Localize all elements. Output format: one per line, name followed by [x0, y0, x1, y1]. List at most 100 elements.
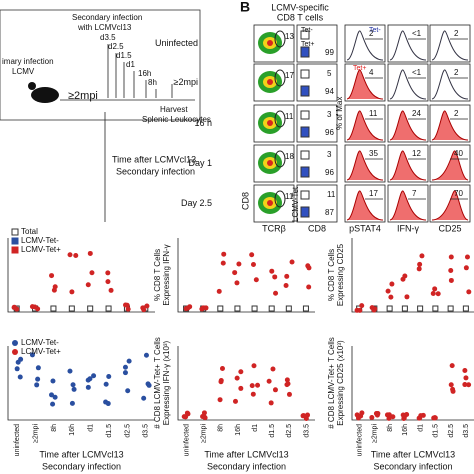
dot [85, 282, 91, 288]
label: d1.5 [269, 424, 276, 438]
label: pSTAT4 [349, 223, 381, 233]
label: ≥2mpi [68, 90, 98, 102]
label: 8h [148, 78, 157, 87]
dot [50, 401, 56, 407]
dot [126, 358, 132, 364]
dot [300, 413, 306, 419]
dot [250, 391, 256, 397]
dot [374, 412, 380, 418]
label: TCRβ [262, 223, 286, 233]
label: LCMV-Tet- [21, 236, 59, 245]
label: 16h [402, 424, 409, 436]
dot [402, 273, 408, 279]
dot [306, 265, 312, 271]
label: IFN-γ [397, 223, 419, 233]
dot [462, 305, 469, 312]
label: Time after LCMVcl13 [371, 449, 455, 459]
label: Day 2.5 [181, 198, 212, 208]
dot [369, 415, 375, 421]
dot [73, 253, 79, 259]
dot [447, 305, 454, 312]
dot [238, 369, 244, 375]
histogram [389, 190, 427, 221]
label: <1 [412, 29, 422, 38]
density [267, 160, 273, 166]
label: 2 [454, 29, 459, 38]
label: 96 [325, 128, 334, 137]
dot [89, 270, 95, 276]
dot [183, 306, 189, 312]
dot [417, 305, 424, 312]
label: ≥2mpi [174, 77, 198, 87]
gate [300, 190, 310, 200]
label: CD25 [438, 223, 461, 233]
dot [236, 261, 242, 267]
dot [67, 368, 73, 374]
label: CD8 [308, 223, 326, 233]
dot [419, 253, 425, 259]
label: 8h [218, 424, 225, 432]
label: Expressing CD25 [336, 243, 345, 306]
dot [52, 394, 58, 400]
dot [463, 265, 469, 271]
dot [234, 375, 240, 381]
dot [51, 287, 57, 293]
label: Secondary infection [207, 461, 286, 471]
label: d2.5 [124, 424, 131, 438]
gate [274, 110, 286, 128]
mouse-ear [28, 82, 36, 90]
label: 70 [454, 189, 463, 198]
dot [432, 286, 438, 292]
label: d1.5 [433, 424, 440, 438]
label: 17 [369, 189, 378, 198]
dot [284, 377, 290, 383]
label: % CD8 T Cells [327, 249, 336, 301]
dot [49, 392, 55, 398]
gate [300, 46, 310, 58]
dot [217, 397, 223, 403]
label: Uninfected [155, 38, 198, 48]
dot [144, 303, 150, 309]
label: d2.5 [448, 424, 455, 438]
label: LCMV-Tet- [21, 338, 59, 347]
dot [141, 395, 147, 401]
dot [125, 388, 131, 394]
dot [185, 411, 191, 417]
flow-plot [387, 24, 429, 63]
dot [357, 307, 363, 313]
label: Time after LCMVcl13 [39, 449, 123, 459]
dot [105, 270, 111, 276]
label: 16h [69, 424, 76, 436]
dot [103, 381, 109, 387]
dot [268, 400, 274, 406]
gate [274, 190, 286, 208]
dot [67, 252, 73, 258]
dot [306, 284, 312, 290]
label: Secondary infection [72, 13, 142, 22]
dot [234, 280, 240, 286]
dot [87, 250, 93, 256]
gate [300, 30, 310, 40]
dot [35, 376, 41, 382]
label: 99 [325, 48, 334, 57]
label: 16h [138, 69, 151, 78]
label: LCMV-Tet+ [21, 245, 61, 254]
label: d1 [126, 60, 135, 69]
dot [416, 266, 422, 272]
label: d1.5 [116, 51, 132, 60]
dot [270, 366, 276, 372]
label: 87 [325, 208, 334, 217]
dot [220, 260, 226, 266]
label: 3 [327, 110, 332, 119]
label: Secondary infection [116, 166, 195, 176]
dot [303, 416, 309, 422]
label: ≥2mpi [201, 424, 208, 443]
dot [432, 415, 438, 421]
axes [351, 238, 474, 313]
dot [71, 386, 77, 392]
dot [34, 382, 40, 388]
label: 96 [325, 168, 334, 177]
label: Tet+ [301, 41, 314, 48]
axes [177, 238, 315, 313]
dot [420, 412, 426, 418]
